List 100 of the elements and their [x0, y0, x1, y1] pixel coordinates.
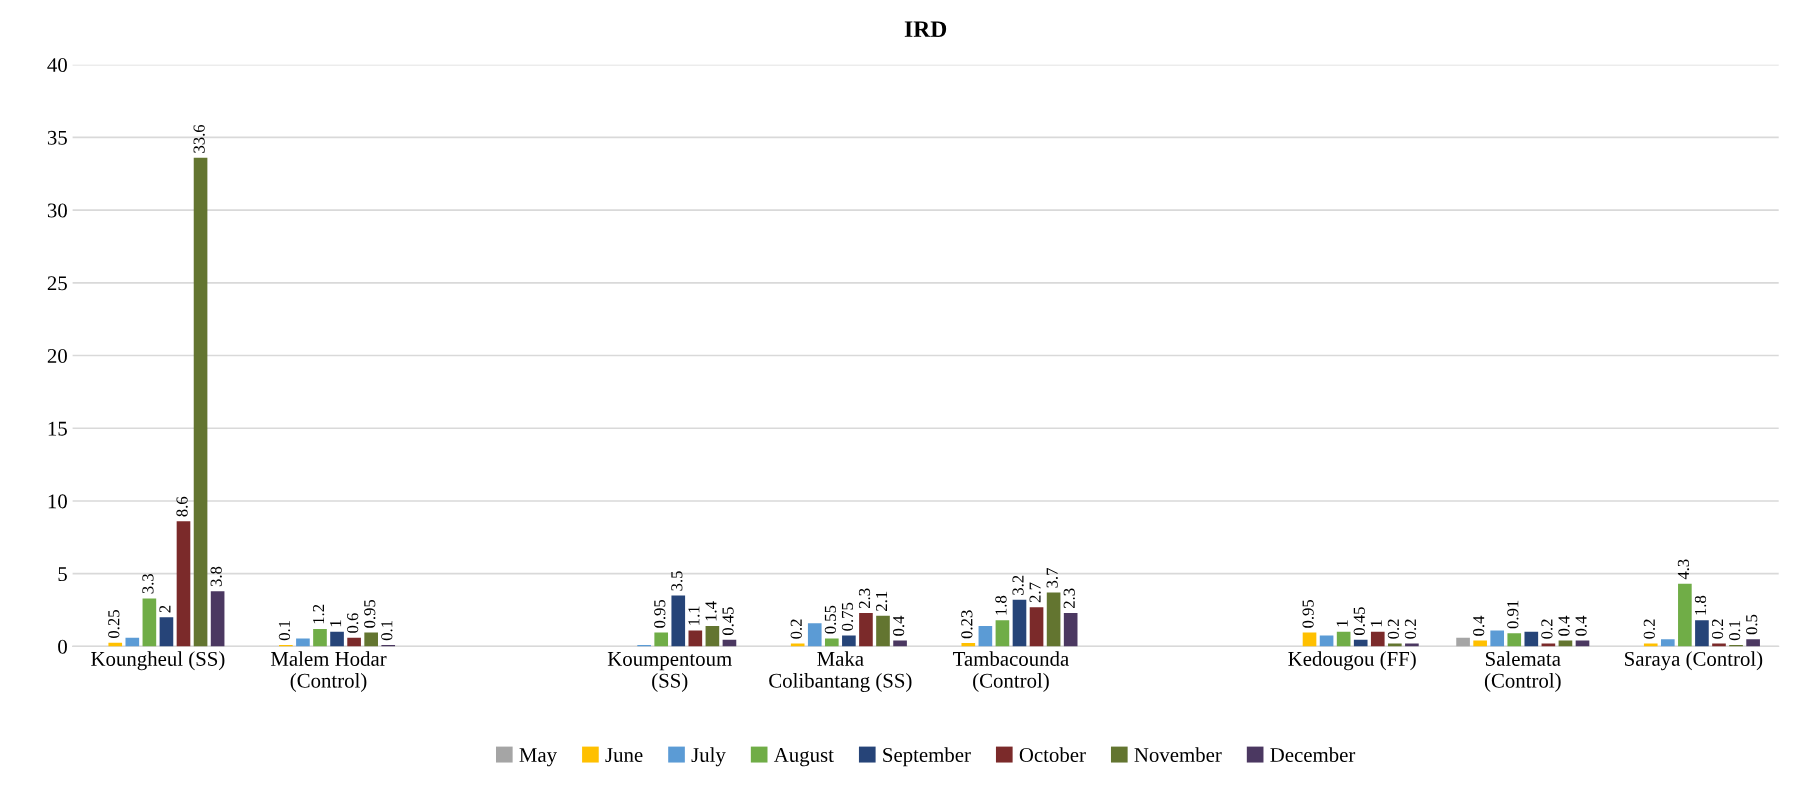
- legend-label: November: [1134, 747, 1222, 763]
- data-label: 3.7: [1046, 568, 1058, 588]
- data-label: 2: [159, 605, 171, 613]
- bar: [1319, 635, 1334, 647]
- bar: [330, 631, 344, 647]
- bar: [1507, 633, 1522, 647]
- bar: [654, 632, 669, 647]
- data-label: 3.3: [142, 574, 154, 594]
- data-label: 0.45: [1353, 607, 1365, 636]
- bar: [1712, 643, 1726, 647]
- bar: [1524, 631, 1539, 647]
- bar: [1388, 643, 1402, 647]
- bar: [995, 620, 1010, 647]
- data-label: 3.8: [210, 566, 222, 587]
- legend-label: August: [773, 748, 834, 767]
- data-label: 0.4: [1575, 615, 1587, 636]
- x-tick-label: Koumpentoum (SS): [607, 652, 732, 692]
- data-label: 33.6: [193, 124, 205, 153]
- bar: [705, 626, 720, 647]
- bar: [1353, 639, 1368, 647]
- legend-label: July: [691, 747, 726, 767]
- data-label: 0.95: [1302, 599, 1314, 628]
- legend-label: May: [519, 748, 557, 767]
- bar: [1456, 637, 1470, 647]
- x-tick-label: Saraya (Control): [1625, 651, 1763, 671]
- bar: [790, 643, 805, 647]
- bar: [807, 623, 822, 647]
- bar: [176, 521, 191, 647]
- x-tick-label: Salemata (Control): [1484, 651, 1561, 692]
- data-label: 0.6: [347, 613, 359, 633]
- bar: [1746, 639, 1760, 647]
- legend-label: September: [883, 747, 971, 767]
- bar: [1660, 639, 1675, 647]
- data-label: 0.91: [1507, 600, 1519, 629]
- legend-label: December: [1270, 747, 1356, 763]
- data-label: 0.75: [841, 602, 854, 631]
- data-label: 0.1: [381, 620, 393, 641]
- data-label: 0.4: [892, 615, 905, 636]
- data-label: 1.8: [1694, 595, 1707, 615]
- data-label: 0.2: [1643, 619, 1655, 639]
- bar: [1405, 643, 1419, 647]
- data-label: 0.4: [1558, 615, 1570, 636]
- bar: [1012, 599, 1027, 647]
- data-label: 0.95: [364, 599, 376, 628]
- legend-label: June: [605, 748, 643, 763]
- data-label: 3.5: [671, 571, 683, 591]
- bar: [671, 595, 686, 647]
- y-tick-label: 15: [48, 421, 67, 436]
- bar: [1490, 630, 1505, 647]
- data-label: 0.25: [108, 610, 120, 638]
- bar: [1336, 631, 1351, 647]
- data-label: 0.1: [278, 620, 291, 641]
- y-tick-label: 20: [47, 348, 67, 363]
- data-label: 0.5: [1746, 614, 1758, 635]
- y-tick-label: 25: [47, 276, 67, 291]
- bar: [876, 615, 890, 647]
- data-label: 1: [1336, 620, 1348, 627]
- y-tick-label: 35: [47, 130, 67, 145]
- bar: [978, 626, 993, 647]
- data-label: 1: [330, 620, 342, 627]
- y-tick-label: 30: [47, 203, 67, 218]
- y-tick-label: 10: [48, 494, 67, 509]
- data-label: 0.45: [722, 607, 734, 636]
- data-label: 0.2: [1711, 619, 1724, 639]
- x-tick-label: Koungheul (SS): [91, 651, 225, 671]
- bar: [364, 632, 378, 647]
- y-tick-label: 40: [47, 58, 67, 73]
- bar: [1678, 583, 1692, 647]
- data-label: 1: [1370, 620, 1382, 627]
- data-label: 0.55: [824, 605, 837, 634]
- bar: [688, 630, 703, 647]
- bar: [296, 638, 310, 647]
- bar: [313, 628, 327, 647]
- data-label: 2.1: [875, 591, 888, 611]
- data-label: 1.1: [688, 606, 700, 625]
- data-label: 8.6: [176, 496, 188, 517]
- bar: [1370, 631, 1385, 647]
- data-label: 1.8: [995, 595, 1007, 615]
- data-label: 0.1: [1728, 620, 1741, 641]
- data-label: 0.4: [1473, 615, 1485, 636]
- bar: [842, 635, 856, 647]
- bar: [159, 617, 174, 647]
- bar: [1643, 643, 1658, 647]
- data-label: 4.3: [1677, 559, 1690, 580]
- bar: [193, 157, 208, 647]
- bar: [824, 638, 839, 647]
- data-label: 2.3: [1063, 588, 1075, 609]
- bar: [1046, 592, 1061, 647]
- bar: [1063, 612, 1078, 647]
- data-label: 0.2: [1387, 619, 1400, 639]
- data-label: 2.3: [858, 588, 871, 609]
- bar: [961, 643, 976, 647]
- bar: [1029, 607, 1044, 647]
- chart-title: IRD: [904, 21, 947, 37]
- bar: [125, 637, 140, 647]
- y-tick-label: 5: [58, 567, 67, 582]
- data-label: 1.4: [705, 601, 717, 621]
- x-tick-label: Tambacounda (Control): [953, 651, 1069, 692]
- data-label: 0.95: [654, 599, 666, 628]
- bar: [210, 591, 225, 647]
